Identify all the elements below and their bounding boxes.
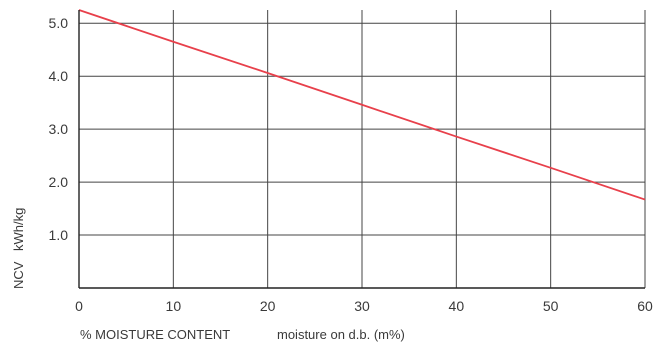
y-axis-unit: kWh/kg — [11, 208, 26, 251]
y-tick-label: 3.0 — [49, 121, 69, 137]
x-axis-label-note: moisture on d.b. (m%) — [277, 327, 405, 342]
grid — [79, 10, 646, 288]
y-tick-label: 1.0 — [49, 227, 69, 243]
x-tick-label: 60 — [637, 298, 653, 314]
y-axis-label-group: NCV kWh/kg — [11, 208, 26, 289]
x-tick-label: 50 — [543, 298, 559, 314]
series-layer — [78, 9, 646, 201]
y-tick-labels: 1.0 2.0 3.0 4.0 5.0 — [49, 15, 69, 243]
x-tick-labels: 0 10 20 30 40 50 60 — [75, 298, 653, 314]
y-tick-label: 5.0 — [49, 15, 69, 31]
plot-frame — [78, 10, 645, 289]
x-tick-label: 10 — [166, 298, 182, 314]
x-axis-label: % MOISTURE CONTENT — [80, 327, 230, 342]
y-axis-label: NCV — [11, 261, 26, 289]
x-tick-label: 0 — [75, 298, 83, 314]
y-tick-label: 4.0 — [49, 68, 69, 84]
x-tick-label: 20 — [260, 298, 276, 314]
series-line-0 — [78, 9, 646, 201]
y-tick-label: 2.0 — [49, 174, 69, 190]
x-tick-label: 40 — [449, 298, 465, 314]
x-tick-label: 30 — [354, 298, 370, 314]
